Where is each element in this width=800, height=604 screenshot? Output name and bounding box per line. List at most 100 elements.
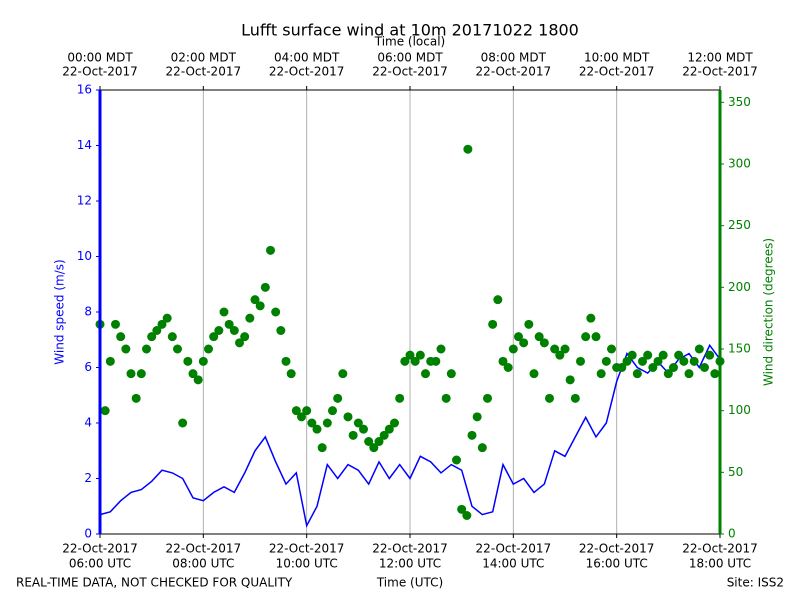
- direction-point: [255, 301, 265, 311]
- direction-point: [463, 144, 473, 154]
- footer-left: REAL-TIME DATA, NOT CHECKED FOR QUALITY: [16, 576, 293, 590]
- direction-point: [705, 350, 715, 360]
- direction-point: [250, 295, 260, 305]
- direction-point: [364, 437, 374, 446]
- direction-point: [131, 393, 141, 403]
- y2-tick-label: 250: [728, 218, 751, 232]
- direction-point: [421, 369, 430, 379]
- direction-point: [353, 418, 363, 428]
- direction-point: [648, 363, 658, 372]
- direction-point: [596, 369, 606, 379]
- x2-tick-label: 22-Oct-2017: [476, 65, 552, 79]
- y2-tick-label: 100: [728, 403, 751, 417]
- y-tick-label: 4: [84, 416, 92, 430]
- y-tick-label: 12: [77, 194, 92, 208]
- direction-point: [384, 424, 394, 434]
- direction-point: [493, 295, 503, 305]
- direction-point: [178, 418, 188, 428]
- direction-point: [116, 332, 126, 342]
- x-axis-label: Time (UTC): [376, 576, 443, 590]
- x-tick-label: 12:00 UTC: [379, 557, 441, 571]
- direction-point: [550, 344, 560, 354]
- direction-point: [710, 369, 720, 379]
- chart-title: Lufft surface wind at 10m 20171022 1800: [241, 21, 579, 40]
- x-tick-label: 18:00 UTC: [689, 557, 751, 571]
- direction-point: [545, 393, 554, 403]
- direction-point: [245, 313, 255, 323]
- direction-point: [312, 424, 322, 434]
- x-tick-label: 16:00 UTC: [586, 557, 648, 571]
- x-tick-label: 22-Oct-2017: [166, 542, 242, 556]
- speed-line: [99, 343, 721, 528]
- direction-point: [204, 344, 213, 354]
- direction-point: [198, 356, 208, 366]
- y2-axis-label: Wind direction (degrees): [762, 238, 776, 386]
- y-tick-label: 0: [84, 527, 92, 541]
- x-tick-label: 22-Oct-2017: [579, 542, 655, 556]
- direction-point: [162, 313, 172, 323]
- direction-point: [266, 245, 275, 255]
- direction-point: [446, 369, 456, 379]
- direction-point: [359, 424, 368, 434]
- direction-point: [700, 363, 709, 372]
- direction-point: [519, 338, 529, 348]
- x2-tick-label: 08:00 MDT: [481, 51, 547, 65]
- direction-point: [188, 369, 198, 379]
- direction-point: [477, 443, 487, 453]
- direction-point: [126, 369, 136, 379]
- x2-tick-label: 06:00 MDT: [377, 51, 443, 65]
- direction-point: [529, 369, 539, 379]
- x2-tick-label: 22-Oct-2017: [372, 65, 448, 79]
- direction-point: [260, 282, 270, 292]
- direction-point: [503, 363, 513, 372]
- direction-point: [457, 504, 467, 514]
- x-tick-label: 14:00 UTC: [482, 557, 544, 571]
- direction-point: [307, 418, 317, 428]
- direction-point: [689, 356, 699, 366]
- direction-point: [348, 430, 358, 440]
- direction-point: [638, 356, 647, 366]
- direction-point: [369, 443, 379, 453]
- x2-tick-label: 22-Oct-2017: [579, 65, 655, 79]
- direction-point: [441, 393, 451, 403]
- direction-point: [121, 344, 131, 354]
- direction-point: [617, 363, 627, 372]
- direction-point: [586, 313, 596, 323]
- direction-point: [669, 363, 678, 372]
- x2-tick-label: 22-Oct-2017: [682, 65, 758, 79]
- direction-point: [136, 369, 146, 379]
- x-tick-label: 22-Oct-2017: [372, 542, 448, 556]
- direction-point: [214, 326, 224, 335]
- direction-point: [405, 350, 415, 360]
- direction-point: [415, 350, 425, 360]
- direction-point: [111, 319, 120, 329]
- y2-tick-label: 300: [728, 157, 751, 171]
- x2-tick-label: 12:00 MDT: [687, 51, 753, 65]
- direction-point: [555, 350, 565, 360]
- direction-point: [333, 393, 343, 403]
- direction-point: [694, 344, 704, 354]
- direction-point: [658, 350, 668, 360]
- direction-point: [627, 350, 637, 360]
- direction-point: [157, 319, 167, 329]
- direction-point: [167, 332, 177, 342]
- direction-point: [297, 412, 306, 422]
- y-tick-label: 14: [77, 138, 92, 152]
- direction-point: [488, 319, 498, 329]
- direction-point: [328, 406, 337, 416]
- direction-point: [560, 344, 570, 354]
- y-tick-label: 6: [84, 360, 92, 374]
- direction-point: [467, 430, 477, 440]
- direction-point: [653, 356, 663, 366]
- direction-point: [395, 393, 405, 403]
- direction-point: [390, 418, 399, 428]
- direction-point: [173, 344, 182, 354]
- direction-point: [514, 332, 523, 342]
- direction-point: [607, 344, 616, 354]
- x-tick-label: 10:00 UTC: [276, 557, 338, 571]
- direction-point: [374, 437, 384, 446]
- y2-tick-label: 50: [728, 465, 743, 479]
- y2-tick-label: 200: [728, 280, 751, 294]
